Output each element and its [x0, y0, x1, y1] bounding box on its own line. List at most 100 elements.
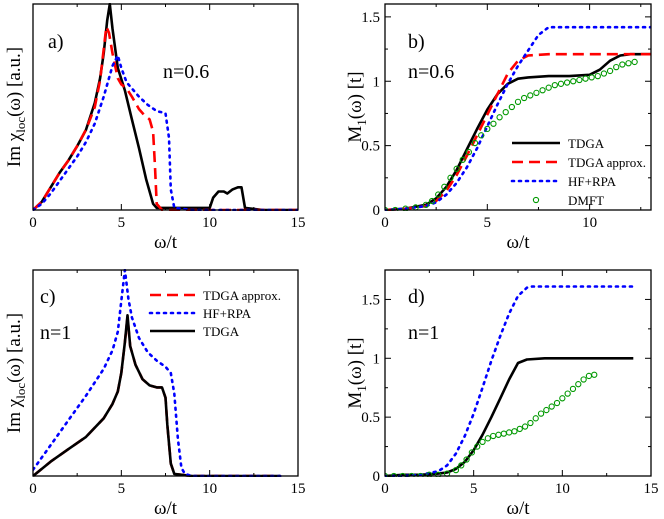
- data-point: [564, 390, 571, 397]
- data-point: [594, 72, 601, 80]
- y-tick-label: 1.5: [361, 10, 380, 26]
- filling-annotation: n=1: [40, 322, 71, 344]
- data-point: [435, 191, 442, 198]
- series-line-hf-rpa: [385, 25, 651, 211]
- data-point: [585, 372, 593, 380]
- data-point: [459, 156, 466, 163]
- data-point: [563, 79, 571, 86]
- y-tick-label: 0.5: [361, 139, 380, 155]
- data-point: [520, 94, 528, 102]
- legend-label: HF+RPA: [203, 306, 252, 321]
- x-axis-label: ω/t: [506, 232, 530, 253]
- data-point: [553, 399, 561, 407]
- legend-label: TDGA: [203, 324, 240, 339]
- plot-frame: [384, 269, 652, 477]
- y-tick-label: 0.5: [361, 410, 380, 426]
- y-axis-label: Im χloc(ω) [a.u.]: [4, 47, 28, 167]
- y-axis-label: Im χloc(ω) [a.u.]: [4, 313, 28, 433]
- data-point: [521, 423, 529, 430]
- data-point: [426, 471, 433, 477]
- legend-label: TDGA approx.: [203, 288, 281, 303]
- data-point: [505, 429, 513, 436]
- legend-label: TDGA approx.: [568, 155, 646, 170]
- data-point: [545, 84, 552, 91]
- data-point: [500, 430, 507, 437]
- y-axis-label: M1(ω) [t]: [345, 337, 369, 408]
- x-tick-label: 10: [202, 481, 217, 497]
- panel-label: d): [408, 286, 425, 308]
- data-point: [543, 406, 550, 414]
- data-point: [453, 165, 460, 172]
- y-tick-label: 0: [373, 469, 381, 485]
- x-tick-label: 0: [381, 215, 389, 231]
- data-point: [619, 61, 626, 68]
- y-axis-label: M1(ω) [t]: [345, 71, 369, 142]
- legend-label: TDGA: [568, 136, 605, 151]
- data-point: [588, 74, 595, 81]
- legend-label: DMFT: [568, 193, 604, 208]
- filling-annotation: n=1: [408, 322, 439, 344]
- x-tick-label: 15: [291, 215, 306, 231]
- data-point: [484, 435, 492, 442]
- data-point: [527, 92, 534, 99]
- data-point: [422, 201, 430, 208]
- data-point: [458, 462, 465, 469]
- data-point: [551, 81, 558, 89]
- data-point: [447, 174, 454, 181]
- legend-marker: [532, 196, 540, 204]
- data-point: [631, 58, 638, 66]
- x-tick-label: 15: [291, 481, 306, 497]
- data-point: [582, 75, 589, 82]
- data-point: [495, 431, 502, 438]
- data-point: [441, 183, 448, 190]
- data-point: [559, 395, 566, 402]
- plot-frame: [32, 3, 299, 211]
- data-point: [496, 114, 503, 121]
- x-tick-label: 10: [582, 215, 597, 231]
- data-point: [514, 98, 522, 105]
- data-point: [474, 443, 481, 450]
- series-line-hf-rpa: [33, 54, 298, 211]
- y-tick-label: 1: [373, 74, 381, 90]
- series-line-tdga: [33, 314, 281, 477]
- series-dmft: [385, 58, 638, 211]
- series-line-tdga-approx: [33, 25, 298, 211]
- x-axis-label: ω/t: [154, 232, 178, 253]
- legend-label: HF+RPA: [568, 174, 617, 189]
- data-point: [479, 438, 486, 446]
- panel-label: b): [408, 31, 425, 53]
- data-point: [606, 67, 614, 75]
- x-tick-label: 5: [470, 481, 478, 497]
- x-tick-label: 5: [118, 481, 126, 497]
- data-point: [468, 449, 476, 456]
- panel-label: a): [48, 31, 64, 53]
- series-line-hf-rpa: [33, 269, 282, 477]
- data-point: [402, 205, 409, 211]
- series-line-tdga-approx: [385, 52, 651, 211]
- data-point: [465, 148, 473, 156]
- filling-annotation: n=0.6: [163, 61, 209, 83]
- data-point: [557, 80, 565, 87]
- x-tick-label: 15: [644, 481, 659, 497]
- x-tick-label: 5: [484, 215, 492, 231]
- data-point: [591, 371, 598, 378]
- data-point: [435, 471, 442, 477]
- data-point: [539, 87, 546, 94]
- data-point: [490, 432, 497, 440]
- panel-c: 0 5 10 15 ω/t Im χloc(ω) [a.u.] c) n=1 TDGA appr…: [4, 269, 306, 519]
- data-point: [548, 403, 555, 410]
- data-point: [575, 381, 582, 388]
- x-tick-label: 0: [381, 481, 389, 497]
- data-point: [428, 197, 436, 205]
- data-point: [490, 120, 497, 127]
- data-point: [502, 109, 509, 116]
- data-point: [478, 132, 485, 139]
- y-tick-label: 0: [373, 203, 381, 219]
- panel-b: 0 5 10 0 0.5 1 1.5 ω/t M1(ω) [t] b) n=0.6 TDGA TDGA …: [345, 3, 652, 253]
- y-tick-label: 1.5: [361, 292, 380, 308]
- plot-frame: [384, 3, 652, 211]
- y-tick-label: 1: [373, 351, 381, 367]
- panel-label: c): [40, 286, 56, 308]
- legend: TDGA TDGA approx. HF+RPA DMFT: [510, 136, 646, 208]
- legend: TDGA approx. HF+RPA TDGA: [148, 288, 281, 339]
